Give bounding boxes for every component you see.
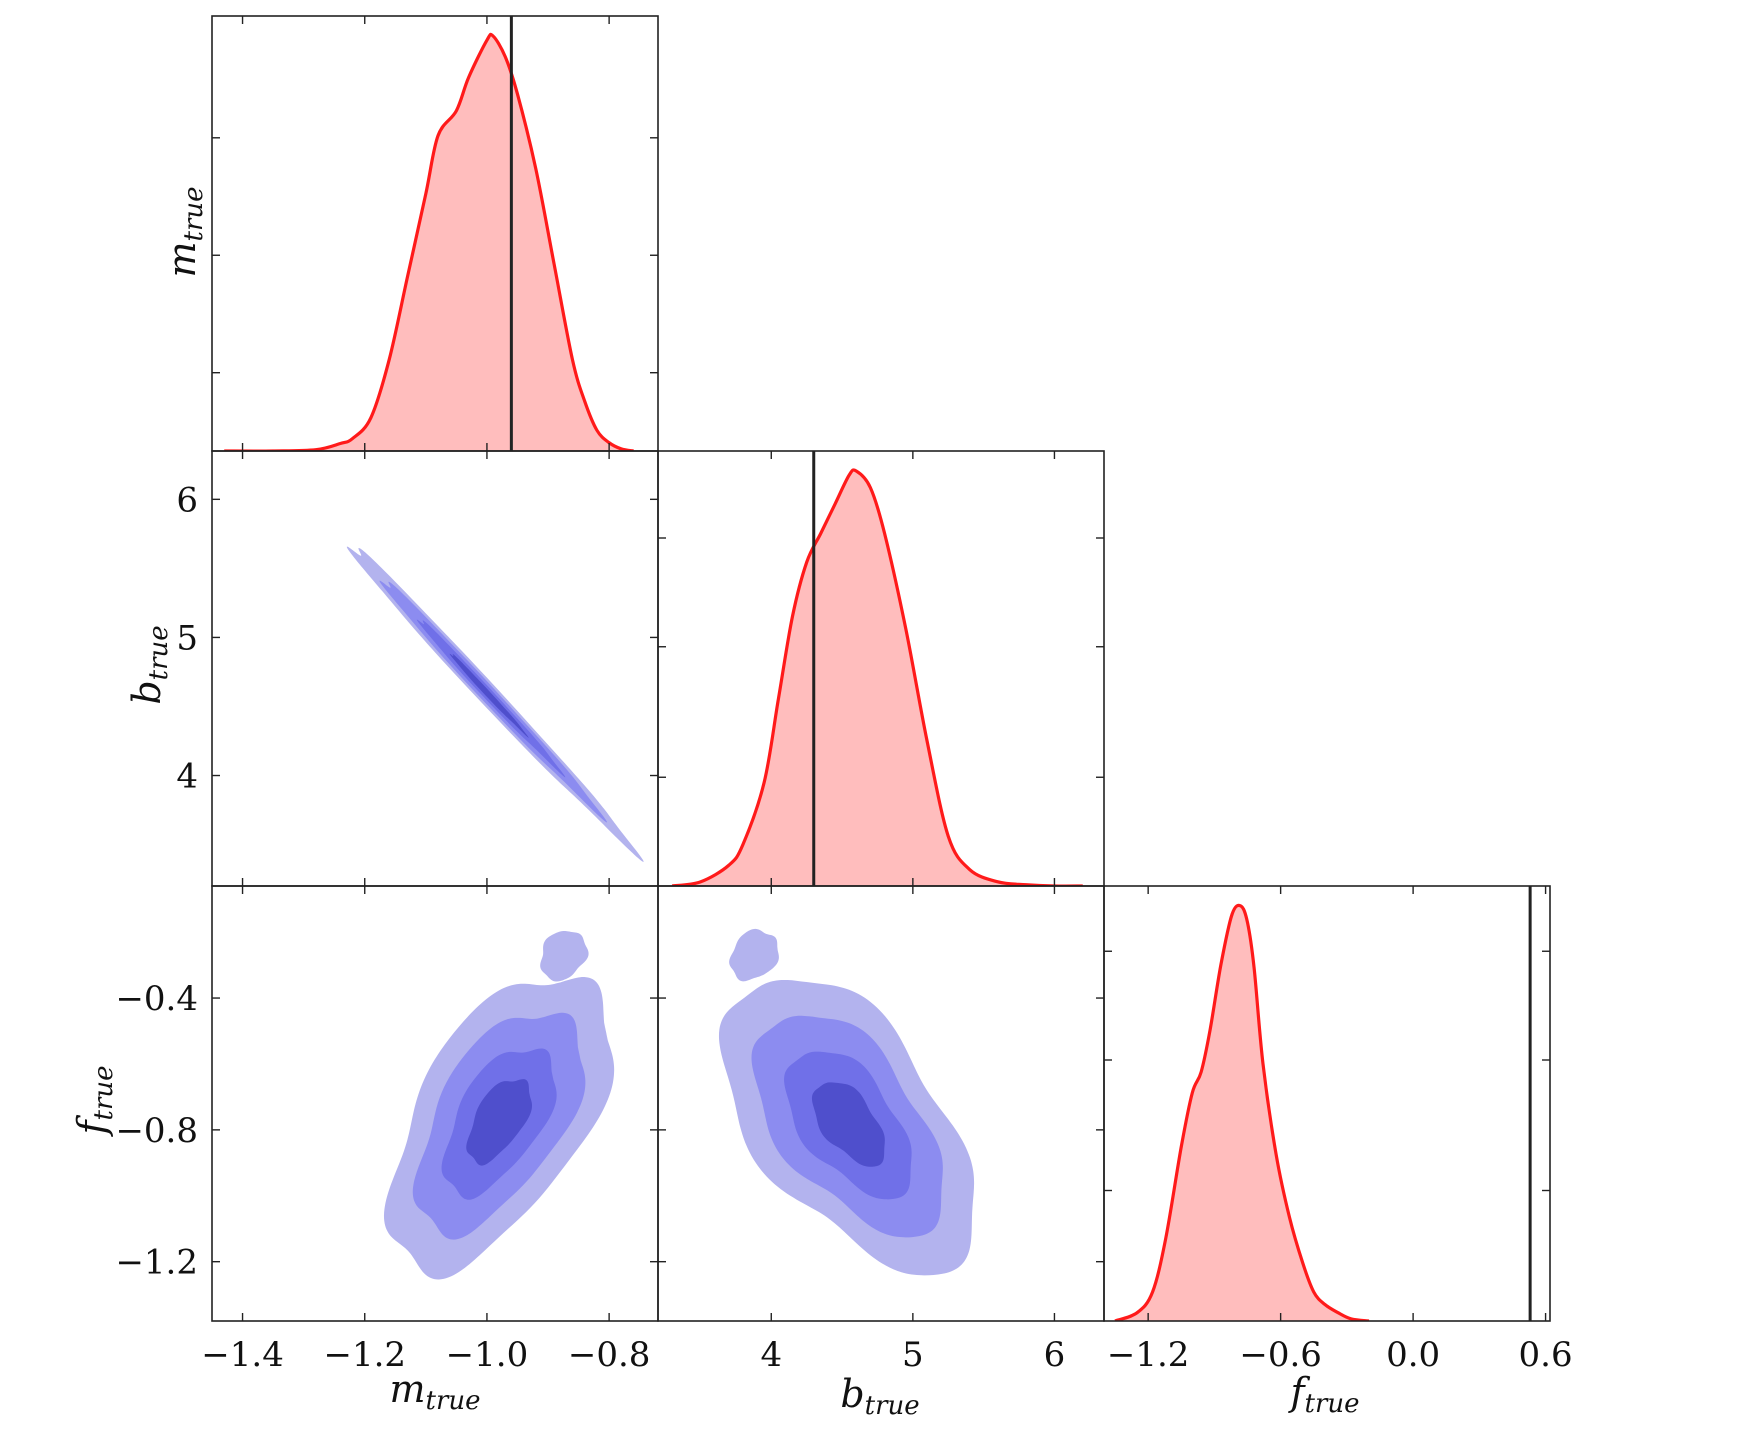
marginal-line-f	[1114, 903, 1370, 1321]
panel-b-marginal	[657, 450, 1105, 887]
panel-f-marginal: −1.2 −0.6 0.0 0.6	[1103, 885, 1573, 1375]
panel-f-marginal-frame	[1103, 885, 1551, 1322]
marginal-fill-f	[1115, 905, 1369, 1321]
contours-f-vs-b	[718, 928, 975, 1276]
marginal-b	[671, 468, 1083, 886]
x-tick-label-m: −1.0	[446, 1335, 529, 1375]
panel-bm-frame	[211, 450, 659, 887]
y-tick-label-f: −0.4	[115, 979, 198, 1019]
x-tick-label-m: −0.8	[568, 1335, 651, 1375]
y-axis-label-f: ftrue	[70, 1065, 119, 1137]
x-tick-label-f: −0.6	[1239, 1335, 1322, 1375]
x-tick-label-m: −1.4	[201, 1335, 284, 1375]
y-tick-label-b: 6	[176, 480, 198, 520]
marginal-line-b	[671, 468, 1083, 886]
x-tick-label-f: 0.6	[1519, 1335, 1573, 1375]
panel-f-vs-b: 4 5 6	[657, 885, 1105, 1375]
marginal-fill-b	[672, 469, 1083, 886]
y-tick-label-f: −0.8	[115, 1111, 198, 1151]
marginal-m	[224, 32, 634, 451]
panel-f-vs-m: −1.4 −1.2 −1.0 −0.8 −0.4 −0.8 −1.2	[115, 885, 659, 1375]
marginal-fill-m	[224, 34, 634, 451]
contour-level-4	[449, 653, 529, 738]
x-tick-label-b: 4	[760, 1335, 782, 1375]
x-tick-label-f: −1.2	[1107, 1335, 1190, 1375]
contour-level-4	[466, 1079, 533, 1166]
marginal-f	[1114, 903, 1370, 1321]
x-axis-label-f: ftrue	[1287, 1370, 1359, 1419]
x-tick-label-b: 5	[902, 1335, 924, 1375]
marginal-line-m	[224, 32, 634, 451]
y-tick-label-b: 5	[176, 618, 198, 658]
contours-b-vs-m	[346, 546, 644, 862]
contour-level-4	[811, 1082, 885, 1167]
y-axis-label-m: mtrue	[160, 186, 209, 277]
x-tick-label-f: 0.0	[1386, 1335, 1440, 1375]
x-axis-label-b: btrue	[840, 1372, 919, 1421]
x-tick-label-b: 6	[1044, 1335, 1066, 1375]
x-tick-label-m: −1.2	[323, 1335, 406, 1375]
panel-m-marginal	[211, 15, 659, 452]
contour-blob	[540, 930, 589, 982]
contours-f-vs-m	[383, 930, 615, 1280]
y-axis-label-b: btrue	[125, 625, 174, 704]
y-tick-label-b: 4	[176, 757, 198, 797]
contour-blob	[729, 928, 779, 982]
x-axis-label-m: mtrue	[389, 1367, 480, 1416]
panel-b-vs-m: 4 5 6	[176, 450, 659, 887]
y-tick-label-f: −1.2	[115, 1243, 198, 1283]
